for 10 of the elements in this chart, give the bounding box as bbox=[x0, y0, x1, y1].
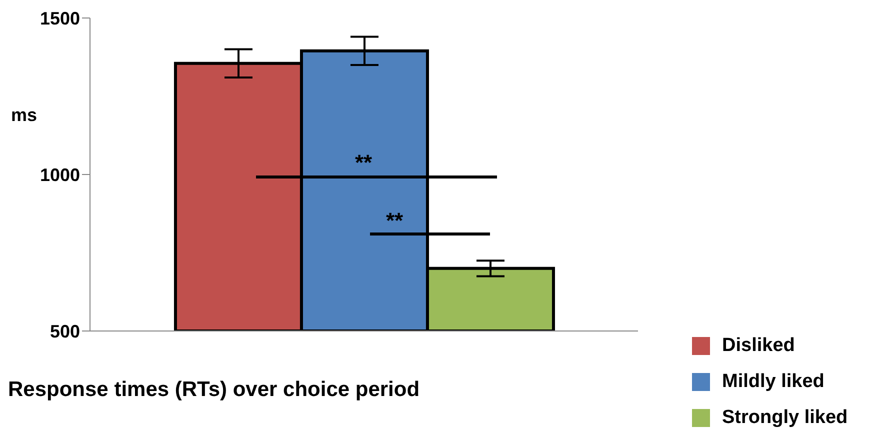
legend-label: Disliked bbox=[722, 335, 795, 357]
legend-label: Strongly liked bbox=[722, 407, 848, 429]
y-tick-label: 500 bbox=[50, 321, 80, 342]
legend-label: Mildly liked bbox=[722, 371, 824, 393]
annotation: ** bbox=[355, 150, 372, 176]
y-tick-label: 1000 bbox=[40, 164, 80, 185]
y-tick-label: 1500 bbox=[40, 8, 80, 28]
y-axis-title: ms bbox=[11, 104, 38, 125]
annotation: ** bbox=[386, 208, 404, 234]
text: Response times (RTs) over choice period bbox=[8, 378, 420, 402]
